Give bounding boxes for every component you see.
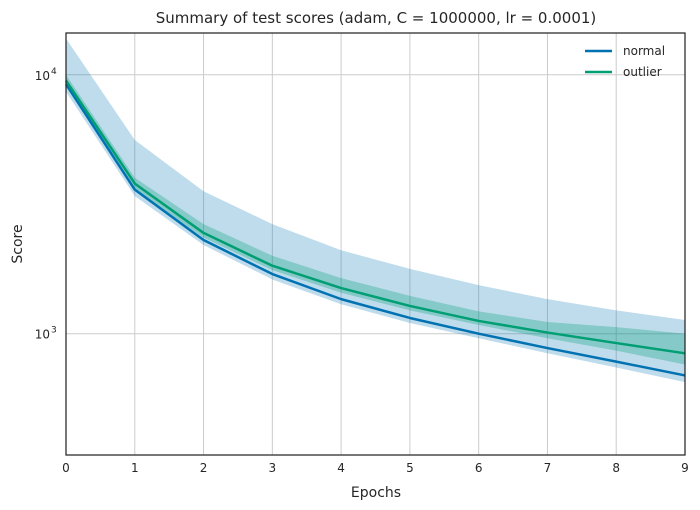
series-line-outlier <box>64 79 686 355</box>
x-tick-label: 4 <box>337 461 345 475</box>
y-tick-exponent: 4 <box>51 67 57 77</box>
x-tick-label: 9 <box>681 461 689 475</box>
confidence-bands <box>66 38 685 383</box>
y-tick-label: 10 <box>35 69 50 83</box>
plot-frame <box>65 32 686 456</box>
x-tick-label: 0 <box>62 461 70 475</box>
legend: normal outlier <box>585 44 665 79</box>
band-outlier <box>66 74 685 365</box>
y-axis-title: Score <box>10 224 26 263</box>
x-tick-label: 5 <box>406 461 414 475</box>
x-tick-labels: 0 1 2 3 4 5 6 7 8 9 <box>62 461 689 475</box>
y-tick-exponent: 3 <box>51 326 57 336</box>
y-tick-label: 10 <box>35 328 50 342</box>
series-lines <box>64 79 686 377</box>
x-tick-label: 7 <box>544 461 552 475</box>
x-tick-label: 3 <box>269 461 277 475</box>
x-tick-label: 8 <box>612 461 620 475</box>
chart-title: Summary of test scores (adam, C = 100000… <box>156 9 597 27</box>
band-normal <box>66 38 685 383</box>
x-tick-label: 6 <box>475 461 483 475</box>
x-axis-title: Epochs <box>351 485 401 501</box>
legend-label-outlier: outlier <box>623 65 662 79</box>
legend-label-normal: normal <box>623 44 665 58</box>
series-line-normal <box>64 83 686 377</box>
x-tick-label: 1 <box>131 461 139 475</box>
x-tick-label: 2 <box>200 461 208 475</box>
